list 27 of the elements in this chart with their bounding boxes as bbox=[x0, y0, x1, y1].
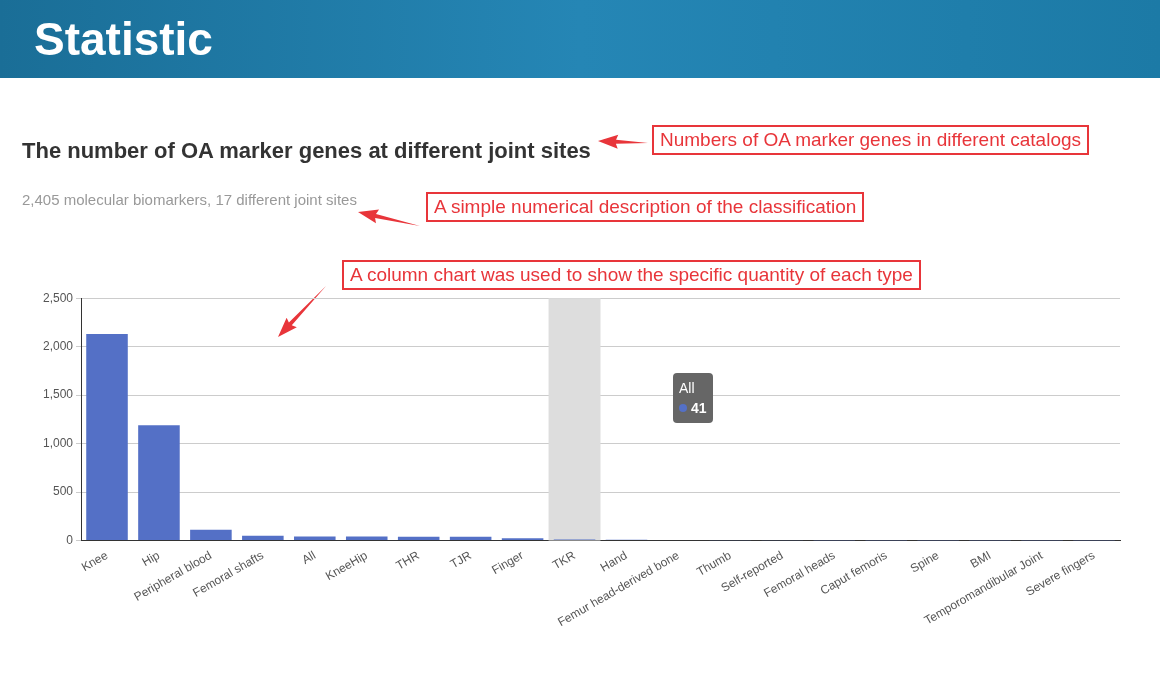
y-tick-label: 2,500 bbox=[43, 290, 74, 305]
x-tick-label: Knee bbox=[78, 547, 111, 575]
chart-subtitle: 2,405 molecular biomarkers, 17 different joint sites bbox=[22, 191, 357, 208]
text: A simple numerical description of the classification bbox=[426, 192, 865, 222]
text: Statistic bbox=[34, 12, 213, 66]
x-tick-label: TJR bbox=[447, 547, 475, 572]
x-tick-label: All bbox=[299, 548, 318, 567]
y-tick-label: 2,000 bbox=[43, 338, 74, 353]
chart-title: The number of OA marker genes at different joint sites bbox=[22, 138, 591, 164]
bar bbox=[138, 425, 180, 540]
y-tick-label: 0 bbox=[66, 532, 74, 547]
x-tick-label: TKR bbox=[549, 547, 578, 573]
y-tick-label: 500 bbox=[53, 484, 74, 499]
bar bbox=[449, 536, 492, 540]
bar bbox=[397, 536, 440, 540]
y-tick-label: 1,000 bbox=[43, 435, 74, 450]
bar bbox=[190, 529, 232, 540]
x-tick-label: Hip bbox=[139, 547, 163, 570]
x-tick-label: BMI bbox=[967, 548, 994, 571]
bar bbox=[86, 334, 128, 540]
text: Numbers of OA marker genes in different catalogs bbox=[652, 125, 1090, 155]
bar bbox=[345, 536, 388, 540]
x-tick-label: THR bbox=[393, 547, 423, 573]
text: A column chart was used to show the specific quantity of each type bbox=[342, 260, 921, 290]
bar bbox=[242, 535, 284, 540]
y-tick-label: 1,500 bbox=[43, 387, 74, 402]
annotation: All 41 bbox=[679, 379, 707, 418]
